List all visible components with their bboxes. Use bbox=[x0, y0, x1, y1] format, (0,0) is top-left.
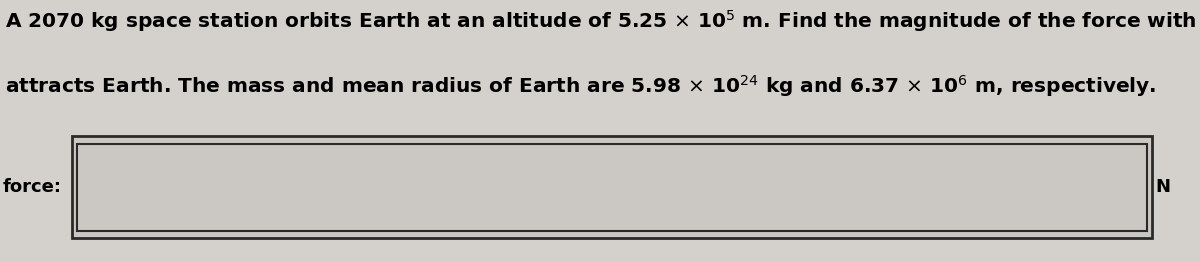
Text: force:: force: bbox=[2, 178, 61, 196]
Text: A 2070 kg space station orbits Earth at an altitude of 5.25 $\times$ 10$^{5}$ m.: A 2070 kg space station orbits Earth at … bbox=[5, 8, 1200, 34]
Text: attracts Earth. The mass and mean radius of Earth are 5.98 $\times$ 10$^{24}$ kg: attracts Earth. The mass and mean radius… bbox=[5, 73, 1157, 99]
Bar bbox=[72, 136, 1152, 238]
Text: N: N bbox=[1156, 178, 1171, 196]
Bar bbox=[77, 144, 1147, 231]
